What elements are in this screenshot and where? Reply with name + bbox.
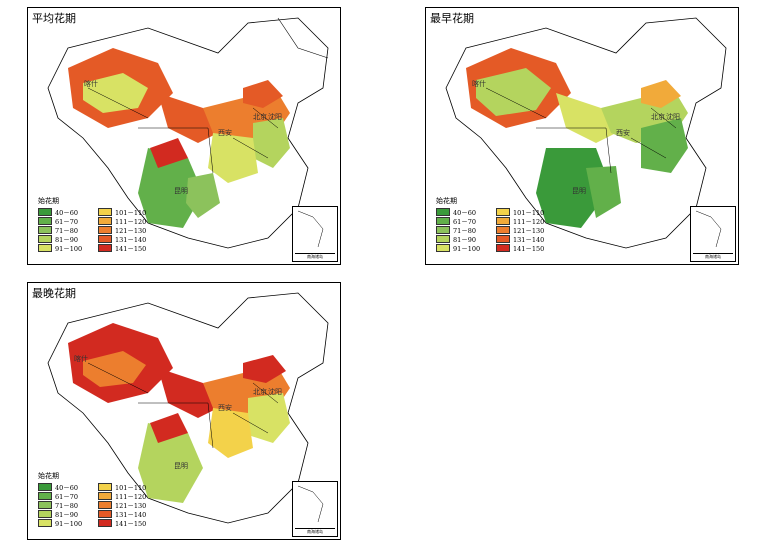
legend-item: 121－130 bbox=[98, 501, 158, 510]
legend-item: 91－100 bbox=[38, 519, 98, 528]
label-kashgar: 喀什 bbox=[84, 80, 98, 88]
legend-item: 71－80 bbox=[38, 226, 98, 235]
legend-item: 61－70 bbox=[38, 492, 98, 501]
legend-item: 131－140 bbox=[98, 510, 158, 519]
legend-item: 81－90 bbox=[38, 510, 98, 519]
label-xian: 西安 bbox=[218, 129, 232, 137]
label-kashgar: 喀什 bbox=[74, 355, 88, 363]
legend-item: 91－100 bbox=[436, 244, 496, 253]
inset-map bbox=[297, 485, 324, 523]
legend-item: 101－110 bbox=[496, 208, 556, 217]
legend-item: 121－130 bbox=[98, 226, 158, 235]
panel-title: 最晚花期 bbox=[32, 287, 76, 300]
legend-item: 111－120 bbox=[98, 492, 158, 501]
legend-title: 始花期 bbox=[436, 197, 457, 205]
legend-item: 111－120 bbox=[496, 217, 556, 226]
legend-item: 101－110 bbox=[98, 208, 158, 217]
label-xian: 西安 bbox=[616, 129, 630, 137]
map-panel-latest: 最晚花期 喀什 北京 西安 沈阳 昆明 始花期 40－60 101－110 61… bbox=[27, 282, 341, 540]
legend-item: 71－80 bbox=[38, 501, 98, 510]
legend-item: 40－60 bbox=[436, 208, 496, 217]
label-shenyang: 沈阳 bbox=[268, 113, 282, 121]
label-kashgar: 喀什 bbox=[472, 80, 486, 88]
label-shenyang: 沈阳 bbox=[268, 388, 282, 396]
inset-label: 南海诸岛 bbox=[295, 528, 335, 535]
map-panel-average: 平均花期 喀什 北京 西安 沈阳 昆明 始花期 40－60 101－110 61… bbox=[27, 7, 341, 265]
inset-map bbox=[297, 210, 324, 248]
label-beijing: 北京 bbox=[651, 113, 665, 121]
legend: 始花期 40－60 101－110 61－70 111－120 71－80 12… bbox=[38, 471, 158, 528]
label-kunming: 昆明 bbox=[174, 462, 188, 470]
south-china-sea-inset: 南海诸岛 bbox=[292, 481, 338, 537]
south-china-sea-inset: 南海诸岛 bbox=[690, 206, 736, 262]
panel-title: 平均花期 bbox=[32, 12, 76, 25]
label-kunming: 昆明 bbox=[572, 187, 586, 195]
legend-item: 40－60 bbox=[38, 208, 98, 217]
legend-item: 40－60 bbox=[38, 483, 98, 492]
legend-item: 141－150 bbox=[98, 519, 158, 528]
inset-label: 南海诸岛 bbox=[693, 253, 733, 260]
legend-item: 131－140 bbox=[98, 235, 158, 244]
legend-item: 111－120 bbox=[98, 217, 158, 226]
label-kunming: 昆明 bbox=[174, 187, 188, 195]
south-china-sea-inset: 南海诸岛 bbox=[292, 206, 338, 262]
legend-item: 141－150 bbox=[496, 244, 556, 253]
legend-item: 131－140 bbox=[496, 235, 556, 244]
legend: 始花期 40－60 101－110 61－70 111－120 71－80 12… bbox=[436, 196, 556, 253]
label-beijing: 北京 bbox=[253, 388, 267, 396]
label-shenyang: 沈阳 bbox=[666, 113, 680, 121]
label-beijing: 北京 bbox=[253, 113, 267, 121]
panel-title: 最早花期 bbox=[430, 12, 474, 25]
legend-item: 121－130 bbox=[496, 226, 556, 235]
legend-item: 101－110 bbox=[98, 483, 158, 492]
legend-item: 81－90 bbox=[436, 235, 496, 244]
china-map-average bbox=[47, 17, 329, 249]
china-map-earliest bbox=[445, 17, 727, 249]
legend-item: 61－70 bbox=[38, 217, 98, 226]
legend-item: 141－150 bbox=[98, 244, 158, 253]
legend-title: 始花期 bbox=[38, 197, 59, 205]
legend-item: 61－70 bbox=[436, 217, 496, 226]
legend-item: 71－80 bbox=[436, 226, 496, 235]
inset-label: 南海诸岛 bbox=[295, 253, 335, 260]
inset-map bbox=[695, 210, 722, 248]
legend-item: 91－100 bbox=[38, 244, 98, 253]
label-xian: 西安 bbox=[218, 404, 232, 412]
legend-title: 始花期 bbox=[38, 472, 59, 480]
china-map-latest bbox=[47, 292, 329, 524]
legend: 始花期 40－60 101－110 61－70 111－120 71－80 12… bbox=[38, 196, 158, 253]
legend-item: 81－90 bbox=[38, 235, 98, 244]
map-panel-earliest: 最早花期 喀什 北京 西安 沈阳 昆明 始花期 40－60 101－110 61… bbox=[425, 7, 739, 265]
